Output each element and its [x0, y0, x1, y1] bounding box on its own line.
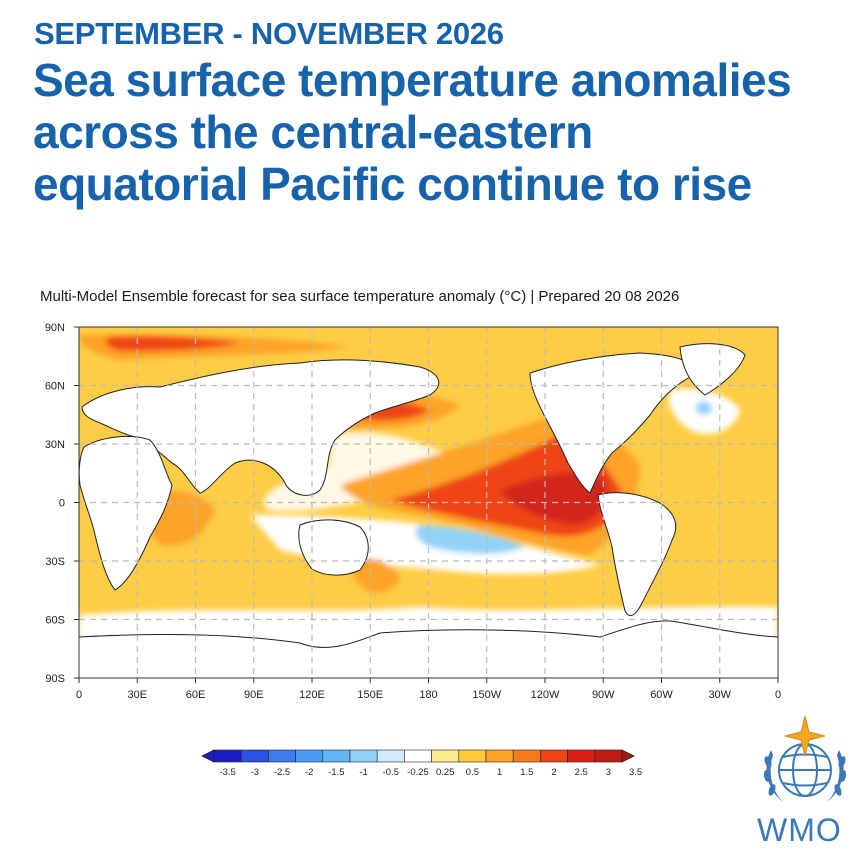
lon-label: 120E	[299, 689, 325, 700]
colorbar-tick-label: -3.5	[219, 767, 235, 778]
colorbar-swatch	[376, 749, 405, 763]
landmass-north-america	[529, 352, 693, 494]
lon-label: 90E	[244, 689, 264, 700]
lon-label: 150W	[472, 689, 501, 700]
landmass-australia	[298, 519, 369, 576]
colorbar-tick-label: 1	[497, 767, 502, 778]
hotter-core	[500, 472, 607, 525]
lat-label: 90N	[45, 322, 65, 334]
colorbar-swatch	[349, 749, 378, 763]
graticule	[79, 327, 778, 678]
colorbar-tick-label: -2.5	[274, 767, 290, 778]
colorbar-tick-label: 2	[551, 767, 556, 778]
hot-arctic-patches	[105, 336, 241, 351]
lon-label: 150E	[357, 689, 383, 700]
colorbar-tick-label: -2	[305, 767, 313, 778]
landmass-south-america	[597, 492, 677, 617]
colorbar-tick-label: 0.5	[466, 767, 479, 778]
colorbar-extend-low	[201, 749, 215, 763]
lon-label: 180	[419, 689, 437, 700]
lon-label: 30E	[127, 689, 147, 700]
colorbar-swatch	[567, 749, 596, 763]
colorbar-tick-label: 3	[606, 767, 611, 778]
colorbar-swatch	[540, 749, 568, 763]
landmass-greenland	[679, 343, 746, 396]
lon-label: 60W	[650, 689, 673, 700]
lon-label: 30W	[708, 689, 731, 700]
warm-tasman	[351, 558, 400, 593]
lat-label: 60S	[45, 615, 65, 627]
colorbar-tick-label: -1.5	[328, 767, 344, 778]
lat-label: 30N	[45, 439, 65, 451]
lon-label: 120W	[531, 689, 560, 700]
colorbar-swatch	[322, 749, 351, 763]
colorbar-swatch	[431, 749, 460, 763]
colorbar-tick-label: -3	[251, 767, 259, 778]
lat-label: 30S	[45, 556, 65, 568]
lon-label: 0	[775, 689, 781, 700]
season-kicker: SEPTEMBER - NOVEMBER 2026	[34, 16, 504, 51]
headline: Sea surface temperature anomalies across…	[33, 54, 792, 210]
colorbar-tick-label: -0.25	[407, 767, 429, 778]
colorbar-swatch	[240, 749, 269, 763]
wmo-wordmark: WMO	[757, 812, 842, 848]
colorbar-swatch	[213, 749, 242, 763]
colorbar: -3.5 -3 -2.5 -2 -1.5 -1 -0.5 -0.25 0.25 0.5 1 1.5 2 2…	[201, 749, 642, 778]
colorbar-tick-label: -1	[359, 767, 367, 778]
un-laurel-globe-icon	[763, 715, 847, 802]
colorbar-swatch	[268, 749, 296, 763]
colorbar-swatch	[404, 749, 432, 763]
colorbar-tick-label: 3.5	[629, 767, 642, 778]
colorbar-tick-label: 2.5	[575, 767, 588, 778]
figure-subtitle: Multi-Model Ensemble forecast for sea su…	[40, 288, 680, 305]
lon-label: 90W	[592, 689, 615, 700]
colorbar-tick-label: 0.25	[436, 767, 455, 778]
map-frame	[78, 326, 779, 679]
cool-north-atlantic	[696, 401, 713, 415]
lon-label: 60E	[186, 689, 206, 700]
colorbar-tick-label: 1.5	[520, 767, 533, 778]
colorbar-swatch	[458, 749, 487, 763]
lon-label: 0	[76, 689, 82, 700]
landmass-africa	[78, 435, 173, 591]
colorbar-swatch	[485, 749, 514, 763]
lat-label: 90S	[45, 673, 65, 685]
sst-anomaly-map: 90N 60N 30N 0 30S 60S 90S 0 30E 60E 90E 120E 150E 180…	[45, 322, 781, 700]
colorbar-tick-label: -0.5	[383, 767, 399, 778]
axis-labels: 90N 60N 30N 0 30S 60S 90S 0 30E 60E 90E 120E 150E 180…	[45, 322, 781, 700]
lat-label: 60N	[45, 381, 65, 393]
cool-south-pacific	[415, 525, 525, 554]
lat-label: 0	[59, 498, 65, 510]
colorbar-extend-high	[621, 749, 635, 763]
colorbar-swatch	[295, 749, 324, 763]
colorbar-swatch	[594, 749, 623, 763]
colorbar-swatch	[512, 749, 541, 763]
